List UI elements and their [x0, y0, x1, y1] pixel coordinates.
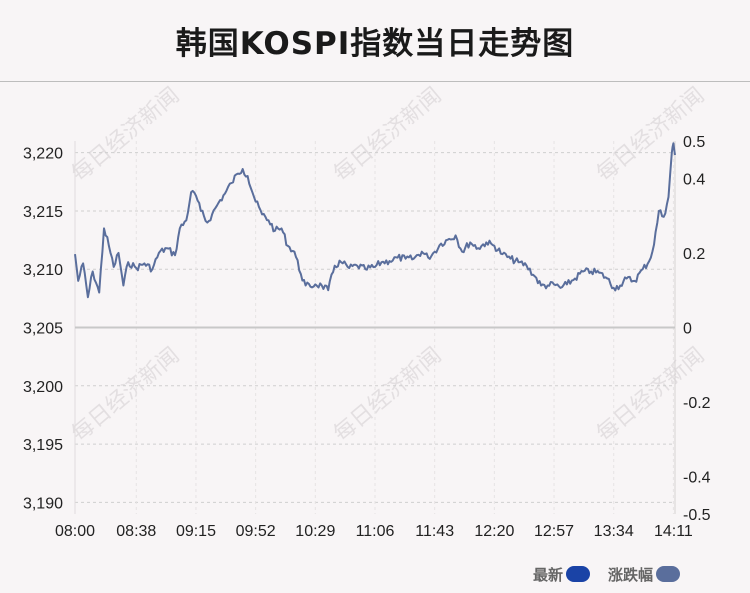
x-tick-label: 09:52	[236, 523, 276, 540]
y-right-tick-label: -0.4	[683, 470, 711, 487]
x-tick-label: 10:29	[295, 523, 335, 540]
x-tick-label: 12:57	[534, 523, 574, 540]
watermark-3: 每日经济新闻	[67, 343, 184, 447]
x-tick-label: 13:34	[594, 523, 634, 540]
legend-swatch-latest	[566, 566, 591, 582]
series-line-latest	[74, 142, 676, 299]
watermark-4: 每日经济新闻	[329, 343, 446, 447]
chart-title: 韩国KOSPI指数当日走势图	[175, 26, 575, 62]
x-tick-label: 08:38	[116, 523, 156, 540]
y-right-tick-label: 0.4	[683, 171, 705, 188]
x-tick-label: 14:11	[654, 523, 693, 540]
y-left-tick-label: 3,220	[23, 146, 63, 163]
header-divider	[0, 81, 750, 82]
legend-item-change[interactable]: 涨跌幅	[608, 563, 681, 585]
y-left-tick-label: 3,190	[23, 495, 63, 512]
x-tick-label: 09:15	[176, 523, 216, 540]
x-tick-label: 12:20	[474, 523, 514, 540]
x-tick-label: 11:43	[415, 523, 454, 540]
legend-swatch-change	[656, 566, 681, 582]
y-right-tick-label: 0	[683, 321, 692, 338]
y-right-tick-label: -0.2	[683, 395, 711, 412]
y-right-tick-label: 0.2	[683, 246, 705, 263]
x-tick-label: 08:00	[55, 523, 95, 540]
legend-label-change: 涨跌幅	[608, 565, 654, 584]
legend-item-latest[interactable]: 最新	[533, 563, 591, 585]
legend-label-latest: 最新	[533, 565, 564, 584]
y-left-tick-label: 3,210	[23, 262, 63, 279]
watermark-1: 每日经济新闻	[329, 83, 446, 187]
y-left-tick-label: 3,195	[23, 437, 63, 454]
watermark-0: 每日经济新闻	[67, 83, 184, 187]
y-right-tick-label: 0.5	[683, 134, 705, 151]
x-tick-label: 11:06	[356, 523, 395, 540]
y-left-tick-label: 3,215	[23, 204, 63, 221]
y-right-tick-label: -0.5	[683, 507, 711, 524]
y-left-tick-label: 3,200	[23, 379, 63, 396]
y-left-tick-label: 3,205	[23, 321, 63, 338]
